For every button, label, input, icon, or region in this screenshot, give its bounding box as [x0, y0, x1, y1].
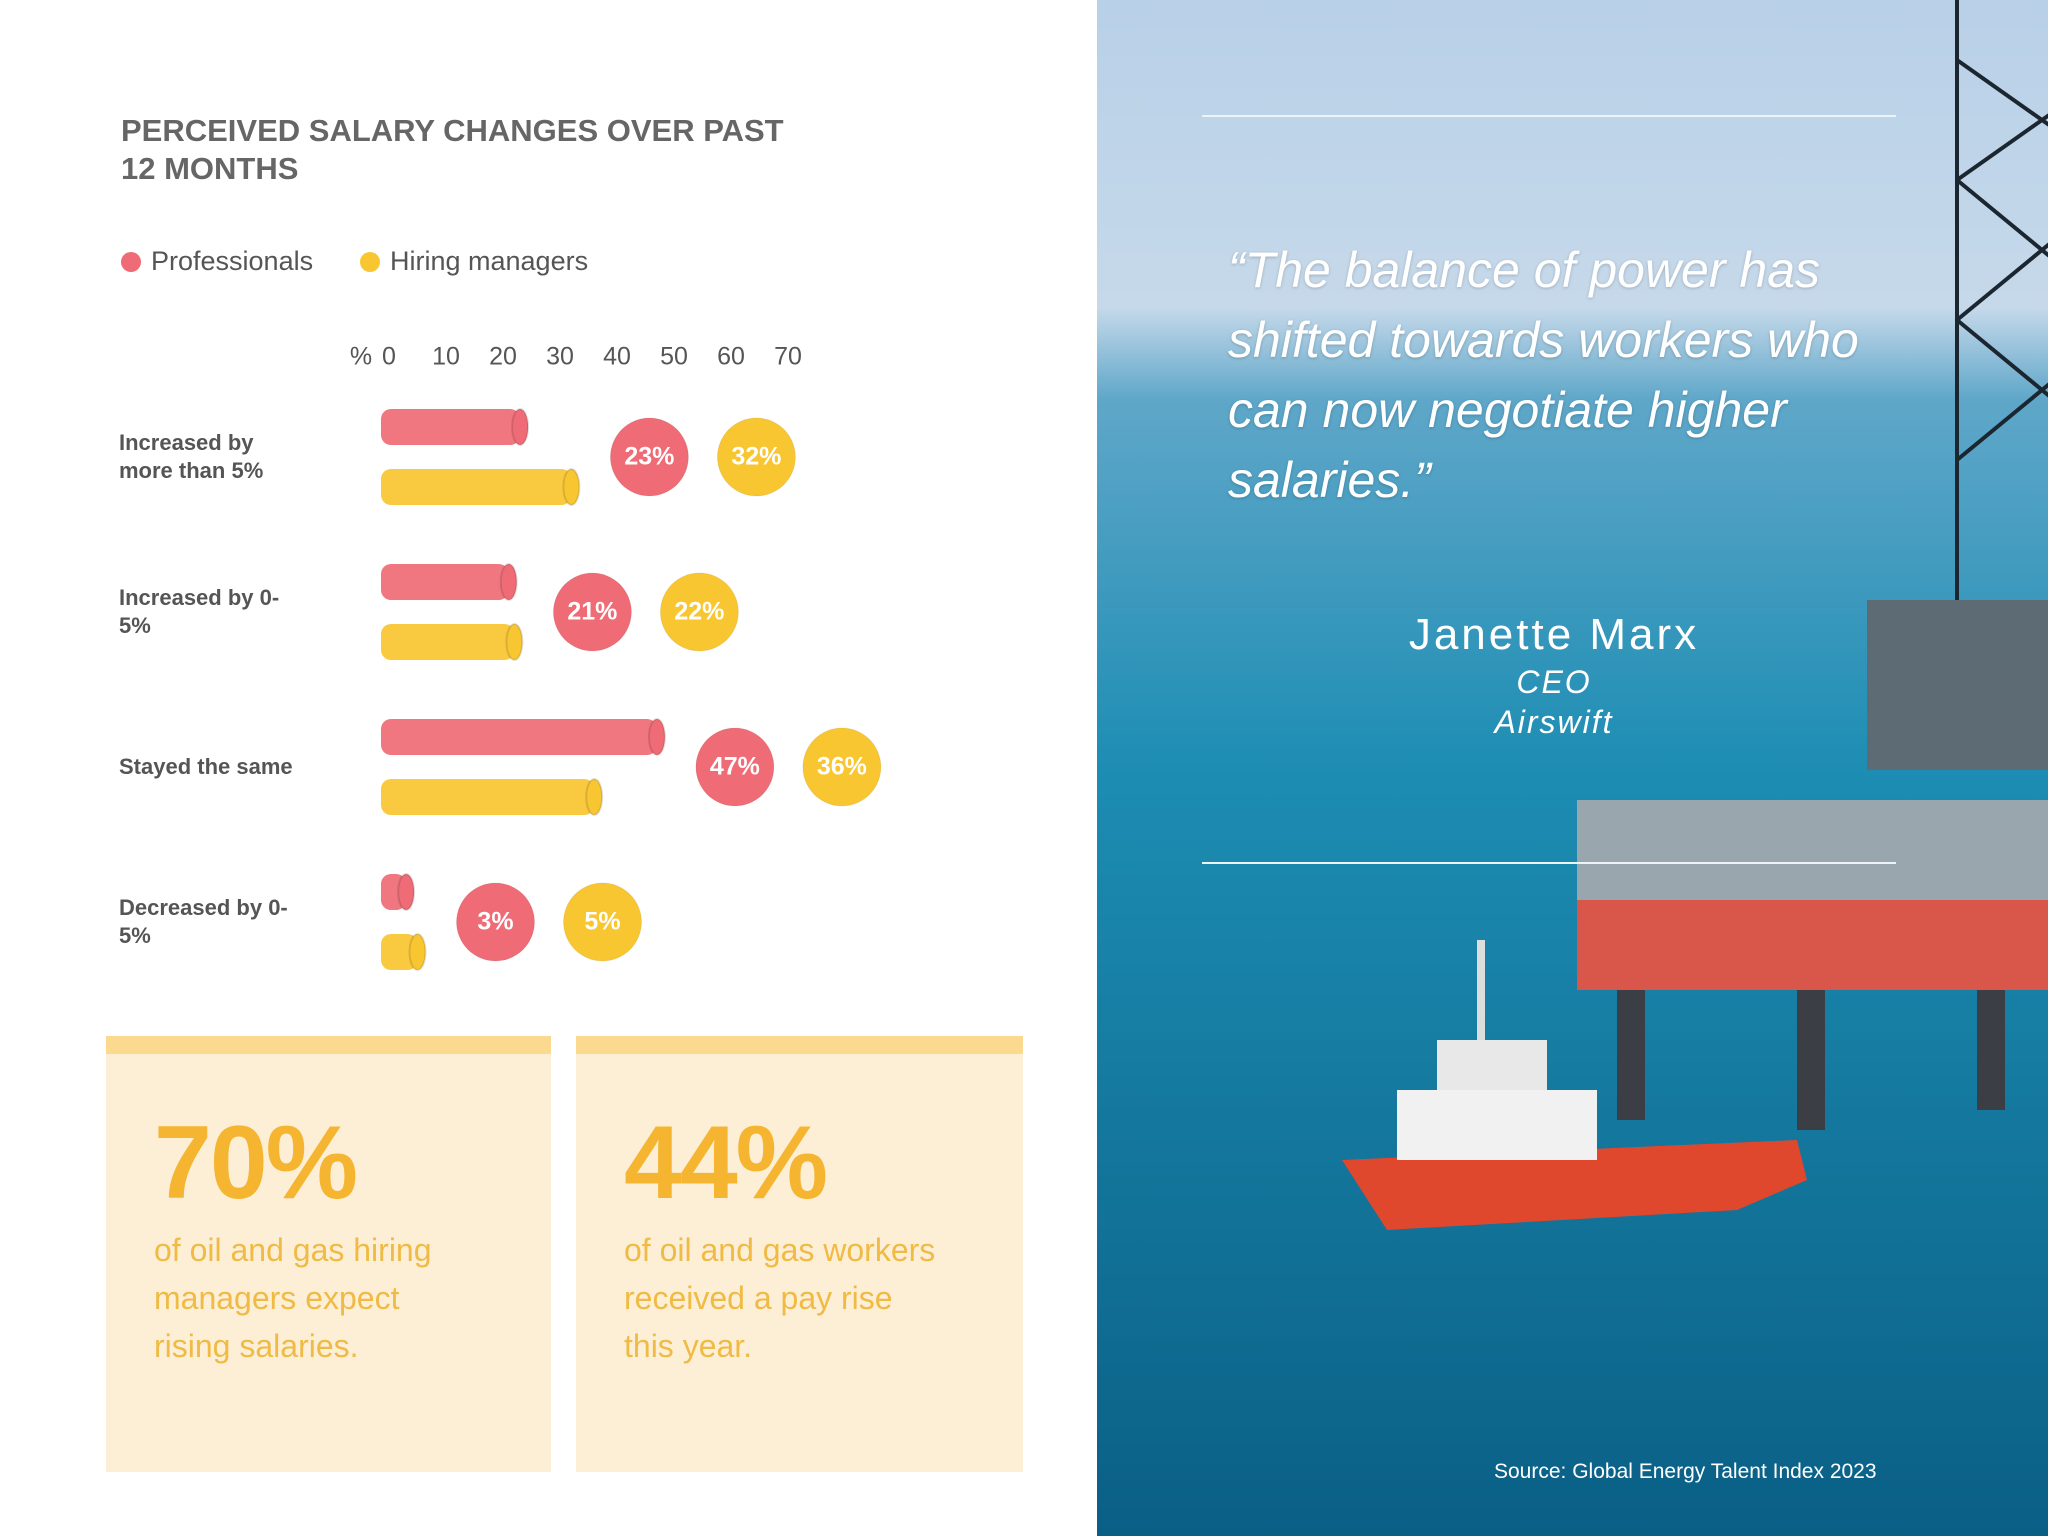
data-label: 32%	[731, 443, 781, 471]
stat-text: of oil and gas hiring managers expect ri…	[154, 1232, 432, 1364]
x-tick-label: 0	[382, 343, 396, 371]
value-badge	[802, 727, 882, 807]
photo-background	[1097, 0, 2048, 1536]
value-badge	[609, 417, 689, 497]
legend-label: Hiring managers	[390, 246, 588, 276]
quote-name: Janette Marx	[1408, 610, 1700, 659]
category-label: Decreased by 0-5%	[119, 895, 288, 948]
value-badge	[695, 727, 775, 807]
data-label: 47%	[710, 753, 760, 781]
stat-value: 44%	[624, 1105, 828, 1221]
bar-cap	[585, 778, 604, 816]
stat-value: 70%	[154, 1105, 358, 1221]
value-badge	[659, 572, 739, 652]
legend-marker	[360, 252, 380, 272]
bar	[381, 779, 595, 815]
x-tick-label: 70	[774, 343, 802, 371]
stat-box: 44% of oil and gas workers received a pa…	[576, 1036, 1023, 1472]
source: Source: Global Energy Talent Index 2023	[1494, 1460, 1877, 1483]
data-label: 21%	[567, 598, 617, 626]
bar	[381, 719, 657, 755]
x-tick-label: 60	[717, 343, 745, 371]
bar	[381, 564, 509, 600]
category-label: Stayed the same	[119, 754, 293, 779]
x-tick-label: 50	[660, 343, 688, 371]
bar-cap	[562, 468, 581, 506]
quote-text: “The balance of power has shifted toward…	[1228, 242, 1859, 508]
divider	[1202, 115, 1896, 117]
stat-box: 70% of oil and gas hiring managers expec…	[106, 1036, 551, 1472]
quote-company: Airswift	[1494, 704, 1614, 740]
chart-title: PERCEIVED SALARY CHANGES OVER PAST 12 MO…	[121, 113, 784, 186]
category-label: Increased by more than 5%	[119, 430, 264, 483]
bar	[381, 409, 521, 445]
value-badge	[552, 572, 632, 652]
legend-label: Professionals	[151, 246, 313, 276]
data-label: 3%	[477, 908, 513, 936]
bar-cap	[397, 873, 416, 911]
value-badge	[456, 882, 535, 962]
value-badge	[716, 417, 796, 497]
data-label: 22%	[674, 598, 724, 626]
stat-text: of oil and gas workers received a pay ri…	[624, 1232, 936, 1364]
x-tick-label: 40	[603, 343, 631, 371]
bar	[381, 469, 572, 505]
bar-cap	[511, 408, 530, 446]
divider	[1202, 862, 1896, 864]
data-label: 23%	[624, 443, 674, 471]
bar-cap	[647, 718, 666, 756]
bar-cap	[499, 563, 518, 601]
data-label: 5%	[584, 908, 620, 936]
chart: Professionals Hiring managers% 0 10 20 30 40 50…	[121, 246, 882, 971]
bar	[381, 624, 515, 660]
bar-cap	[505, 623, 524, 661]
legend-marker	[121, 252, 141, 272]
bar-cap	[408, 933, 427, 971]
value-badge	[563, 882, 642, 962]
x-tick-label: 10	[432, 343, 460, 371]
x-tick-label: 30	[546, 343, 574, 371]
data-label: 36%	[817, 753, 867, 781]
x-tick-label: 20	[489, 343, 517, 371]
quote-role: CEO	[1516, 664, 1592, 700]
x-axis-label: %	[350, 343, 372, 371]
bar	[381, 934, 418, 970]
category-label: Increased by 0-5%	[119, 585, 280, 638]
